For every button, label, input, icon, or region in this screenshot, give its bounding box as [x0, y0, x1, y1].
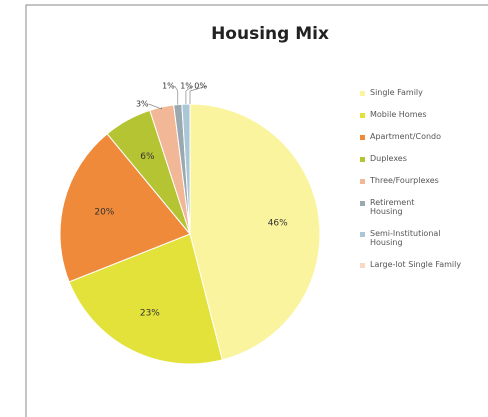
legend-swatch — [360, 201, 365, 206]
chart-title: Housing Mix — [211, 24, 329, 44]
legend-label: Duplexes — [370, 154, 407, 163]
leader-line — [148, 103, 162, 110]
data-label: 1% — [180, 82, 193, 91]
legend-swatch — [360, 135, 365, 140]
leader-line — [189, 85, 208, 104]
legend-item: Semi-Institutional Housing — [360, 229, 488, 247]
data-label: 0% — [194, 82, 207, 91]
legend-label: Retirement Housing — [370, 198, 415, 216]
legend-swatch — [360, 232, 365, 237]
legend-item: Retirement Housing — [360, 198, 488, 216]
data-label: 6% — [140, 152, 155, 162]
data-label: 23% — [140, 308, 160, 318]
pie-slice — [189, 103, 321, 361]
leader-line — [185, 85, 194, 105]
legend-swatch — [360, 91, 365, 96]
legend-label: Mobile Homes — [370, 110, 427, 119]
legend-label: Three/Fourplexes — [370, 176, 439, 185]
data-label: 46% — [268, 218, 288, 228]
legend-item: Three/Fourplexes — [360, 176, 488, 185]
legend-item: Large-lot Single Family — [360, 260, 488, 269]
legend-label: Single Family — [370, 88, 423, 97]
legend-item: Duplexes — [360, 154, 488, 163]
data-label: 3% — [136, 100, 149, 109]
legend-item: Apartment/Condo — [360, 132, 488, 141]
legend-swatch — [360, 157, 365, 162]
legend-item: Single Family — [360, 88, 488, 97]
legend-item: Mobile Homes — [360, 110, 488, 119]
pie-slice — [68, 233, 223, 365]
leader-line — [174, 85, 179, 105]
data-label: 1% — [162, 82, 175, 91]
data-label: 20% — [94, 208, 114, 218]
legend-label: Semi-Institutional Housing — [370, 229, 441, 247]
legend: Single Family Mobile Homes Apartment/Condo… — [360, 88, 488, 282]
legend-label: Large-lot Single Family — [370, 260, 462, 269]
legend-swatch — [360, 113, 365, 118]
legend-swatch — [360, 179, 365, 184]
legend-swatch — [360, 263, 365, 268]
legend-label: Apartment/Condo — [370, 132, 442, 141]
pie-slice — [59, 133, 191, 283]
